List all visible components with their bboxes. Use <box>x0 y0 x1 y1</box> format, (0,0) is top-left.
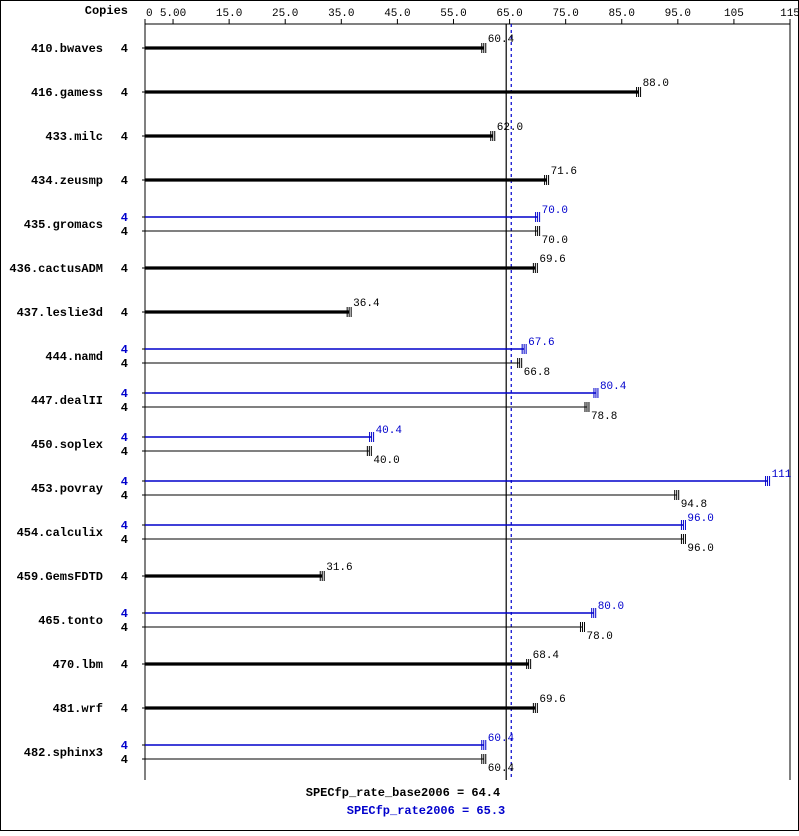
x-tick-label: 5.00 <box>160 8 186 20</box>
benchmark-name: 433.milc <box>45 130 103 144</box>
benchmark-name: 435.gromacs <box>24 218 103 232</box>
copies-peak: 4 <box>121 211 128 225</box>
x-tick-label: 35.0 <box>328 8 354 20</box>
copies-peak: 4 <box>121 519 128 533</box>
copies-base: 4 <box>121 401 128 415</box>
benchmark-name: 416.gamess <box>31 86 103 100</box>
base-value: 62.0 <box>497 122 523 134</box>
x-tick-label: 115 <box>780 8 799 20</box>
peak-value: 111 <box>772 469 792 481</box>
copies-base: 4 <box>121 225 128 239</box>
copies-header: Copies <box>85 4 128 18</box>
base-value: 36.4 <box>353 298 380 310</box>
copies-peak: 4 <box>121 475 128 489</box>
copies-peak: 4 <box>121 739 128 753</box>
peak-value: 96.0 <box>687 513 713 525</box>
copies-base: 4 <box>121 570 128 584</box>
copies-base: 4 <box>121 130 128 144</box>
copies-base: 4 <box>121 262 128 276</box>
base-value: 88.0 <box>643 78 669 90</box>
benchmark-name: 482.sphinx3 <box>24 746 103 760</box>
base-value: 31.6 <box>326 562 352 574</box>
x-tick-label: 75.0 <box>552 8 578 20</box>
copies-base: 4 <box>121 533 128 547</box>
peak-value: 80.0 <box>598 601 624 613</box>
base-value: 60.4 <box>488 763 515 775</box>
copies-base: 4 <box>121 86 128 100</box>
peak-ref-label: SPECfp_rate2006 = 65.3 <box>347 804 505 818</box>
benchmark-name: 447.dealII <box>31 394 103 408</box>
benchmark-name: 481.wrf <box>53 702 103 716</box>
benchmark-name: 434.zeusmp <box>31 174 103 188</box>
copies-peak: 4 <box>121 387 128 401</box>
copies-base: 4 <box>121 621 128 635</box>
benchmark-name: 453.povray <box>31 482 103 496</box>
base-value: 69.6 <box>539 254 565 266</box>
x-tick-label: 0 <box>146 8 153 20</box>
x-tick-label: 55.0 <box>440 8 466 20</box>
x-tick-label: 15.0 <box>216 8 242 20</box>
spec-benchmark-chart: Copies 0 5.00 15.0 25.0 35.0 45.0 55.0 65.0 75.0 8… <box>0 0 799 836</box>
copies-peak: 4 <box>121 431 128 445</box>
base-value: 68.4 <box>533 650 560 662</box>
copies-base: 4 <box>121 306 128 320</box>
base-ref-label: SPECfp_rate_base2006 = 64.4 <box>306 786 500 800</box>
x-tick-label: 85.0 <box>609 8 635 20</box>
copies-base: 4 <box>121 753 128 767</box>
base-value: 40.0 <box>373 455 399 467</box>
benchmark-name: 454.calculix <box>17 526 103 540</box>
base-value: 70.0 <box>542 235 568 247</box>
benchmark-name: 459.GemsFDTD <box>17 570 103 584</box>
base-value: 78.0 <box>586 631 612 643</box>
peak-value: 67.6 <box>528 337 554 349</box>
x-tick-label: 25.0 <box>272 8 298 20</box>
benchmark-name: 450.soplex <box>31 438 103 452</box>
peak-value: 40.4 <box>376 425 403 437</box>
peak-value: 80.4 <box>600 381 627 393</box>
base-value: 66.8 <box>524 367 550 379</box>
base-value: 94.8 <box>681 499 707 511</box>
chart-svg: Copies 0 5.00 15.0 25.0 35.0 45.0 55.0 65.0 75.0 8… <box>0 0 799 831</box>
x-tick-label: 95.0 <box>665 8 691 20</box>
base-value: 60.4 <box>488 34 515 46</box>
x-tick-label: 65.0 <box>496 8 522 20</box>
benchmark-name: 437.leslie3d <box>17 306 103 320</box>
peak-value: 60.4 <box>488 733 515 745</box>
base-value: 96.0 <box>687 543 713 555</box>
base-value: 78.8 <box>591 411 617 423</box>
copies-base: 4 <box>121 357 128 371</box>
copies-base: 4 <box>121 42 128 56</box>
copies-base: 4 <box>121 702 128 716</box>
copies-peak: 4 <box>121 607 128 621</box>
base-value: 69.6 <box>539 694 565 706</box>
copies-base: 4 <box>121 489 128 503</box>
benchmark-name: 470.lbm <box>53 658 103 672</box>
base-value: 71.6 <box>551 166 577 178</box>
benchmark-name: 465.tonto <box>38 614 103 628</box>
benchmark-name: 410.bwaves <box>31 42 103 56</box>
benchmark-name: 436.cactusADM <box>9 262 103 276</box>
benchmark-name: 444.namd <box>45 350 103 364</box>
peak-value: 70.0 <box>542 205 568 217</box>
copies-peak: 4 <box>121 343 128 357</box>
copies-base: 4 <box>121 174 128 188</box>
x-tick-label: 105 <box>724 8 744 20</box>
x-tick-label: 45.0 <box>384 8 410 20</box>
copies-base: 4 <box>121 658 128 672</box>
copies-base: 4 <box>121 445 128 459</box>
